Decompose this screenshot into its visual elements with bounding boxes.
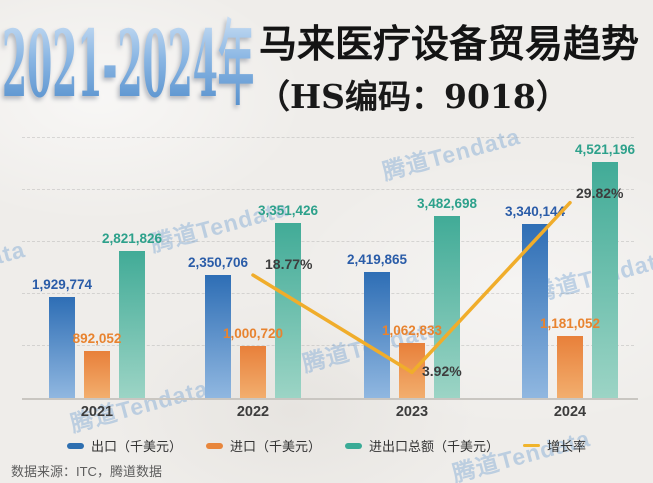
export-swatch-icon [66,442,84,449]
value-label: 1,181,052 [539,316,601,332]
x-axis-label-2022: 2022 [236,404,270,420]
value-label: 3,351,426 [257,203,319,219]
bar-进口（千美元）-2024 [557,336,583,398]
value-label: 1,062,833 [381,322,443,338]
legend: 出口（千美元） 进口（千美元） 进出口总额（千美元） 增长率 [0,436,653,455]
legend-label: 增长率 [547,439,587,454]
bar-进口（千美元）-2021 [84,351,110,398]
growth-line-swatch-icon [523,444,541,447]
bar-进口（千美元）-2022 [240,345,266,398]
legend-label: 进出口总额（千美元） [369,439,500,454]
legend-item-growth: 增长率 [523,436,586,455]
value-label: 2,350,706 [187,255,249,271]
legend-label: 进口（千美元） [229,439,321,454]
x-axis-label-2024: 2024 [553,404,587,420]
bar-进出口总额（千美元）-2021 [119,250,145,398]
data-source-note: 数据来源：ITC，腾道数据 [11,464,162,479]
growth-rate-label: 18.77% [265,256,313,273]
value-label: 892,052 [72,331,122,347]
value-label: 1,000,720 [222,325,284,341]
value-label: 2,821,826 [101,230,163,246]
total-swatch-icon [345,442,362,449]
legend-item-export: 出口（千美元） [66,436,182,455]
x-axis-label-2021: 2021 [80,404,114,420]
x-axis-label-2023: 2023 [395,404,429,420]
gridline [22,189,634,190]
value-label: 1,929,774 [31,277,93,293]
legend-label: 出口（千美元） [90,439,182,454]
gridline [22,137,634,138]
bar-出口（千美元）-2022 [205,275,231,398]
svg-text:2021-2024年: 2021-2024年 [2,14,254,114]
growth-rate-label: 29.82% [576,184,624,201]
import-swatch-icon [205,442,223,449]
bar-出口（千美元）-2021 [49,297,75,398]
legend-item-import: 进口（千美元） [205,436,321,455]
value-label: 2,419,865 [346,251,408,267]
growth-rate-label: 3.92% [422,363,462,380]
value-label: 3,340,144 [504,203,566,219]
bar-进出口总额（千美元）-2024 [592,162,618,398]
title-year-range: 2021-2024年 [2,14,254,114]
value-label: 3,482,698 [416,196,478,212]
legend-item-total: 进出口总额（千美元） [345,436,499,455]
value-label: 4,521,196 [574,142,636,157]
bar-进出口总额（千美元）-2022 [275,223,301,398]
page-title: 马来医疗设备贸易趋势 [259,21,640,66]
bar-出口（千美元）-2024 [522,223,548,398]
page-subtitle: （HS编码：9018） [257,77,569,116]
x-axis-line [22,398,638,400]
